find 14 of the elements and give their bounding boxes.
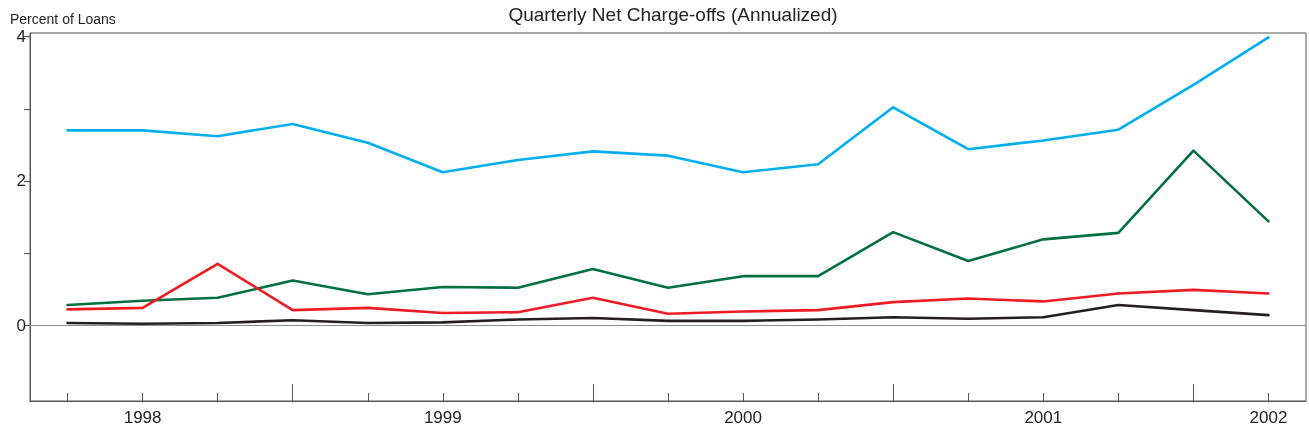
y-tick-label: 2 bbox=[16, 171, 26, 191]
y-axis-title: Percent of Loans bbox=[10, 11, 116, 27]
x-tick-label: 1999 bbox=[423, 408, 462, 427]
line-series bbox=[66, 303, 1270, 326]
x-tick-label: 2001 bbox=[1024, 408, 1063, 427]
y-tick-label: 0 bbox=[16, 315, 26, 335]
x-tick-label: 2000 bbox=[724, 408, 762, 427]
line-series bbox=[66, 36, 1270, 174]
chart-title: Quarterly Net Charge-offs (Annualized) bbox=[508, 4, 838, 25]
y-tick-label: 4 bbox=[16, 27, 26, 47]
x-tick-label: 1998 bbox=[123, 408, 162, 427]
x-tick-label: 2002 bbox=[1249, 408, 1288, 427]
line-series bbox=[66, 149, 1270, 307]
line-series bbox=[66, 262, 1270, 315]
